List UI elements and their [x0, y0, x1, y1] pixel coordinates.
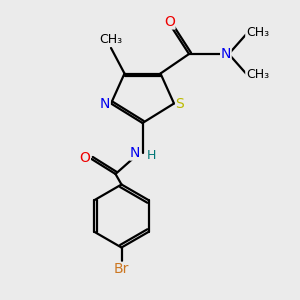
Text: N: N — [100, 97, 110, 110]
Text: CH₃: CH₃ — [246, 26, 269, 40]
Text: CH₃: CH₃ — [99, 33, 123, 46]
Text: N: N — [221, 47, 231, 61]
Text: Br: Br — [114, 262, 129, 276]
Text: N: N — [130, 146, 140, 160]
Text: O: O — [80, 151, 90, 164]
Text: S: S — [176, 97, 184, 110]
Text: O: O — [164, 15, 175, 29]
Text: CH₃: CH₃ — [246, 68, 269, 82]
Text: H: H — [147, 149, 156, 163]
